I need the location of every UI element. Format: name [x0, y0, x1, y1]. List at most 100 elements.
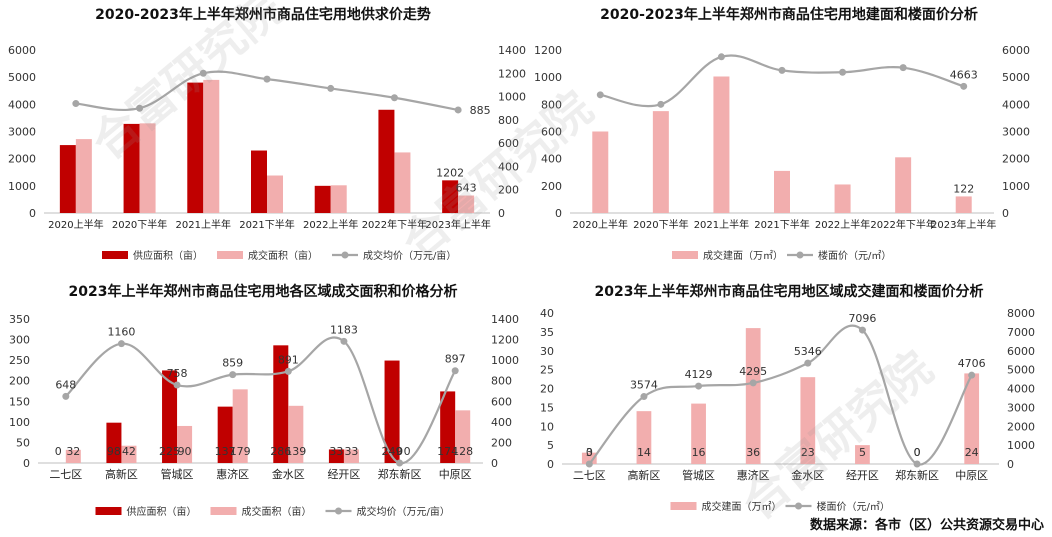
- data-label: 174: [437, 445, 458, 458]
- data-label: 33: [344, 445, 358, 458]
- data-label: 122: [953, 182, 974, 195]
- bar: [458, 195, 475, 213]
- data-label: 859: [222, 357, 243, 370]
- bar: [106, 422, 122, 463]
- bar: [187, 82, 204, 213]
- bar: [691, 403, 706, 464]
- legend-swatch: [95, 507, 122, 515]
- y-left-tick-label: 200: [541, 180, 562, 193]
- legend-marker: [796, 251, 804, 259]
- y-left-tick-label: 0: [29, 207, 36, 220]
- legend-label: 成交均价（万元/亩）: [357, 505, 450, 518]
- y-left-tick-label: 20: [540, 383, 554, 396]
- y-left-tick-label: 400: [541, 153, 562, 166]
- data-label: 7096: [848, 312, 876, 325]
- data-label: 5346: [794, 345, 822, 358]
- chart-title: 2023年上半年郑州市商品住宅用地各区域成交面积和价格分析: [68, 284, 458, 300]
- data-label: 5: [859, 446, 866, 459]
- line-point: [229, 371, 237, 379]
- bar: [378, 109, 395, 213]
- legend-swatch: [102, 251, 128, 259]
- data-label: 758: [167, 367, 188, 380]
- bar: [121, 445, 137, 463]
- line-point: [585, 460, 593, 468]
- bar: [217, 406, 233, 463]
- line-point: [749, 379, 757, 387]
- y-right-tick-label: 3000: [1002, 126, 1030, 139]
- y-right-tick-label: 5000: [1002, 71, 1030, 84]
- data-label: 897: [445, 353, 466, 366]
- y-right-tick-label: 200: [491, 436, 512, 449]
- x-tick-label: 金水区: [791, 468, 824, 482]
- x-tick-label: 高新区: [627, 468, 660, 482]
- data-label: 4129: [685, 368, 713, 381]
- x-tick-label: 管城区: [682, 468, 715, 482]
- y-left-tick-label: 30: [540, 345, 554, 358]
- line-point: [390, 94, 398, 102]
- data-label: 3574: [630, 379, 658, 392]
- y-left-tick-label: 50: [16, 436, 30, 449]
- chart-svg: 0 50 100 150 200 250 300 350 0 200 400 600 800 1000 12…: [9, 313, 519, 518]
- legend-item: 成交建面（万㎡）: [670, 500, 782, 513]
- bar: [343, 449, 359, 463]
- x-tick-label: 管城区: [161, 467, 194, 481]
- y-left-tick-label: 15: [540, 401, 554, 414]
- legend-label: 成交建面（万㎡）: [702, 500, 782, 513]
- data-label: 4663: [950, 68, 978, 81]
- line-point: [695, 382, 703, 390]
- x-tick-label: 经开区: [846, 469, 879, 482]
- chart-supply-demand-price: 2020-2023年上半年郑州市商品住宅用地供求价走势 0 1000 2000 300…: [0, 0, 526, 268]
- y-right-tick-label: 4000: [1002, 98, 1030, 111]
- y-right-tick-label: 1200: [498, 67, 526, 80]
- bar: [442, 180, 459, 213]
- y-right-tick-label: 1000: [498, 91, 526, 104]
- data-label: 0: [586, 446, 593, 459]
- bar: [75, 139, 92, 213]
- line-point: [396, 459, 404, 467]
- legend-swatch: [672, 251, 698, 259]
- legend-swatch: [217, 251, 243, 259]
- data-label: 643: [456, 182, 477, 195]
- legend-swatch: [210, 507, 237, 515]
- x-tick-label: 郑东新区: [895, 468, 939, 482]
- line-point: [960, 82, 968, 90]
- legend-label: 楼面价（元/㎡）: [818, 249, 891, 262]
- data-label: 0: [404, 445, 411, 458]
- line-point: [899, 64, 907, 72]
- y-left-tick-label: 350: [9, 313, 30, 326]
- line-point: [913, 460, 921, 468]
- y-right-tick-label: 1200: [491, 334, 519, 347]
- data-label: 891: [278, 353, 299, 366]
- y-left-tick-label: 35: [540, 326, 554, 339]
- line-point: [968, 371, 976, 379]
- legend-marker: [335, 507, 342, 515]
- legend-label: 供应面积（亩）: [127, 505, 197, 518]
- y-left-tick-label: 4000: [8, 98, 36, 111]
- y-right-tick-label: 7000: [1007, 326, 1035, 339]
- y-right-tick-label: 800: [491, 375, 512, 388]
- data-label: 98: [107, 445, 121, 458]
- data-source: 数据来源：各市（区）公共资源交易中心: [809, 518, 1044, 533]
- data-label: 24: [965, 446, 979, 459]
- line-point: [778, 66, 786, 74]
- line-point: [640, 393, 648, 401]
- y-left-tick-label: 1000: [534, 71, 562, 84]
- data-label: 286: [270, 445, 291, 458]
- y-left-tick-label: 600: [541, 126, 562, 139]
- line-point: [263, 75, 271, 83]
- y-right-tick-label: 2000: [1002, 153, 1030, 166]
- chart-svg: 0510152025303540010002000300040005000600…: [540, 307, 1035, 513]
- legend-item: 供应面积（亩）: [102, 249, 203, 262]
- bar: [328, 449, 344, 463]
- data-label: 0: [396, 445, 403, 458]
- chart-svg: 0 200 400 600 800 1000 1200 0 1000 2000 3000 4000 50…: [534, 44, 1030, 262]
- line-point: [62, 392, 70, 400]
- y-right-tick-label: 0: [498, 207, 505, 220]
- data-label: 885: [470, 104, 491, 117]
- bar: [440, 391, 456, 463]
- x-tick-label: 2020上半年: [573, 218, 628, 231]
- y-right-tick-label: 2000: [1007, 420, 1035, 433]
- data-label: 648: [55, 378, 76, 391]
- chart-title: 2023年上半年郑州市商品住宅用地区域成交建面和楼面价分析: [594, 284, 984, 300]
- y-right-tick-label: 3000: [1007, 401, 1035, 414]
